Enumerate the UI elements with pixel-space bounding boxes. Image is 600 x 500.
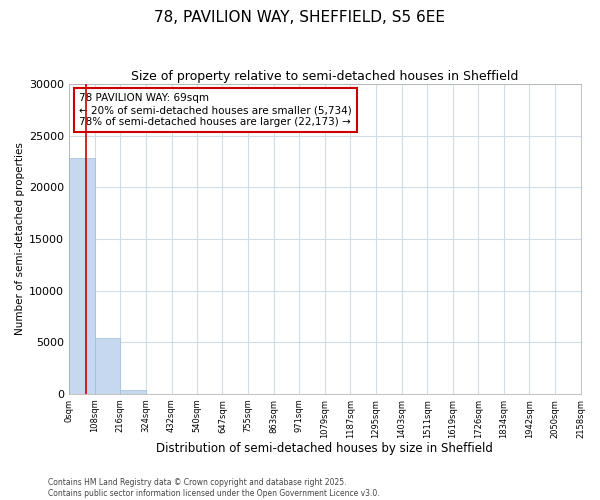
Bar [121, 390, 146, 394]
Y-axis label: Number of semi-detached properties: Number of semi-detached properties [15, 142, 25, 336]
Text: 78, PAVILION WAY, SHEFFIELD, S5 6EE: 78, PAVILION WAY, SHEFFIELD, S5 6EE [155, 10, 445, 25]
Text: Contains HM Land Registry data © Crown copyright and database right 2025.
Contai: Contains HM Land Registry data © Crown c… [48, 478, 380, 498]
Title: Size of property relative to semi-detached houses in Sheffield: Size of property relative to semi-detach… [131, 70, 518, 83]
Text: 78 PAVILION WAY: 69sqm
← 20% of semi-detached houses are smaller (5,734)
78% of : 78 PAVILION WAY: 69sqm ← 20% of semi-det… [79, 94, 352, 126]
X-axis label: Distribution of semi-detached houses by size in Sheffield: Distribution of semi-detached houses by … [157, 442, 493, 455]
Bar [69, 158, 95, 394]
Bar [95, 338, 121, 394]
